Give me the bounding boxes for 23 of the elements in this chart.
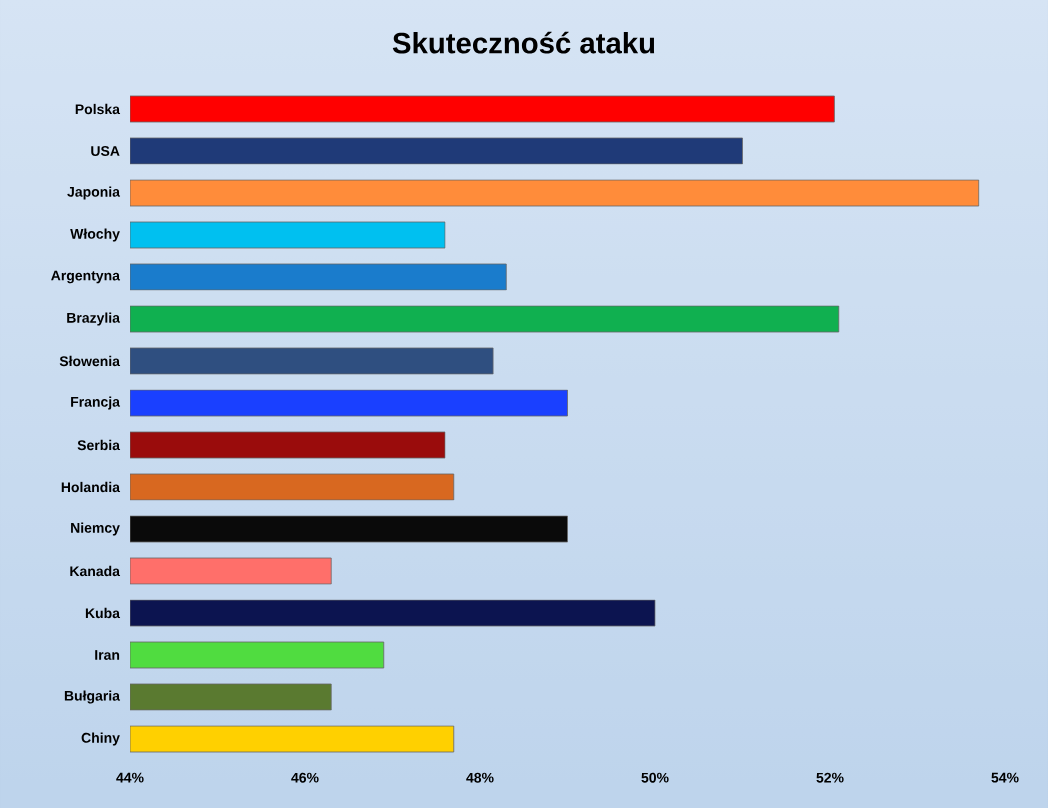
y-tick-label: Niemcy bbox=[71, 522, 120, 536]
y-tick-label: Francja bbox=[71, 396, 121, 410]
x-tick-label: 50% bbox=[641, 772, 669, 783]
y-tick-label: Holandia bbox=[61, 481, 121, 493]
y-tick-label: Brazylia bbox=[67, 312, 121, 326]
y-tick-label: Serbia bbox=[77, 439, 121, 451]
x-tick-label: 46% bbox=[291, 772, 319, 783]
y-tick-label: Chiny bbox=[81, 732, 120, 746]
y-tick-label: Polska bbox=[75, 103, 121, 115]
x-tick-label: 52% bbox=[816, 772, 844, 783]
x-tick-label: 48% bbox=[466, 772, 494, 783]
y-tick-label: USA bbox=[91, 146, 120, 156]
x-tick-label: 54% bbox=[991, 772, 1019, 783]
x-tick-label: 44% bbox=[116, 772, 144, 783]
y-tick-label: Japonia bbox=[67, 186, 121, 200]
y-tick-label: Bułgaria bbox=[64, 690, 121, 704]
y-tick-label: Kuba bbox=[85, 607, 121, 619]
y-tick-label: Słowenia bbox=[59, 355, 121, 367]
y-tick-label: Argentyna bbox=[51, 270, 121, 284]
y-tick-label: Kanada bbox=[70, 565, 121, 577]
chart-title: Skuteczność ataku bbox=[392, 31, 655, 54]
y-tick-label: Włochy bbox=[70, 228, 120, 242]
y-tick-label: Iran bbox=[95, 650, 120, 660]
